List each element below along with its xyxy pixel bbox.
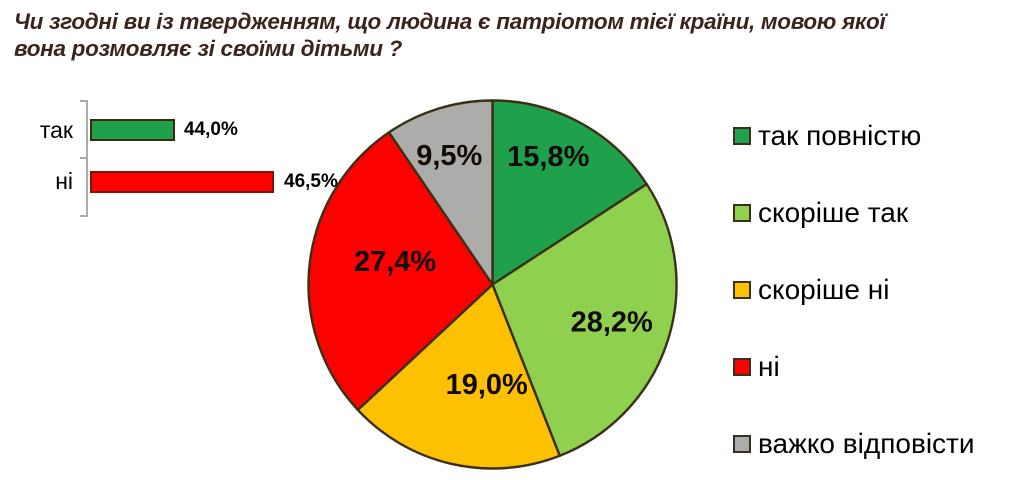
bar-axis-line (86, 100, 88, 217)
bar-yes (90, 119, 175, 141)
legend-label-hard-to-answer: важко відповісти (758, 428, 975, 459)
legend-label-yes-fully: так повністю (758, 120, 922, 151)
legend-swatch-hard-to-answer (733, 435, 751, 453)
pie-value-label-1: 28,2% (571, 307, 653, 339)
chart-title-line1: Чи згодні ви із твердженням, що людина є… (14, 9, 886, 34)
bar-no (90, 171, 274, 193)
pie-value-label-2: 19,0% (446, 369, 528, 401)
legend-swatch-rather-no (733, 281, 751, 299)
bar-value-yes: 44,0% (184, 119, 238, 140)
legend-label-rather-yes: скоріше так (758, 197, 909, 228)
legend-item-rather-yes: скоріше так (733, 196, 975, 230)
pie-value-label-3: 27,4% (354, 246, 436, 278)
chart-title-line2: вона розмовляє зі своїми дітьми ? (14, 36, 403, 61)
pie-slice-4 (387, 99, 494, 286)
legend-label-no: ні (758, 351, 780, 382)
axis-tick-middle (80, 157, 86, 159)
bar-category-yes: так (39, 117, 73, 143)
chart-title: Чи згодні ви із твердженням, що людина є… (14, 8, 886, 62)
pie-slice-1 (491, 182, 678, 457)
pie-slice-0 (491, 99, 648, 286)
pie-value-label-4: 9,5% (416, 140, 482, 172)
legend-item-no: ні (733, 350, 975, 384)
legend-item-rather-no: скоріше ні (733, 273, 975, 307)
bar-value-no: 46,5% (284, 171, 338, 192)
legend-swatch-rather-yes (733, 204, 751, 222)
legend-item-yes-fully: так повністю (733, 119, 975, 153)
legend-swatch-no (733, 358, 751, 376)
pie-slice-2 (356, 283, 561, 470)
pie-legend: так повністю скоріше так скоріше ні ні в… (733, 119, 975, 461)
legend-item-hard-to-answer: важко відповісти (733, 427, 975, 461)
pie-chart: 15,8% 28,2% 19,0% 27,4% 9,5% (307, 99, 678, 470)
axis-tick-top (80, 100, 86, 102)
bar-category-no: ні (55, 168, 73, 194)
axis-tick-bottom (80, 215, 86, 217)
pie-slice-3 (307, 131, 494, 412)
legend-swatch-yes-fully (733, 127, 751, 145)
pie-value-label-0: 15,8% (507, 141, 589, 173)
legend-label-rather-no: скоріше ні (758, 274, 890, 305)
